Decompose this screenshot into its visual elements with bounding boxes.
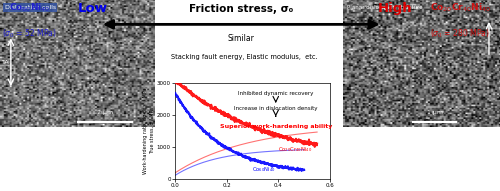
Text: Co$_{60}$Ni$_{40}$: Co$_{60}$Ni$_{40}$ — [252, 166, 276, 175]
Text: ($\sigma_0$ = 52 MPa): ($\sigma_0$ = 52 MPa) — [2, 28, 58, 40]
Text: Co$_{60}$Ni$_{40}$: Co$_{60}$Ni$_{40}$ — [10, 2, 50, 14]
Text: Planar dislocation structure: Planar dislocation structure — [347, 5, 423, 10]
Text: Co$_{20}$Cr$_{40}$Ni$_{40}$: Co$_{20}$Cr$_{40}$Ni$_{40}$ — [278, 145, 312, 154]
Text: 1 μm: 1 μm — [426, 110, 442, 115]
Text: TA: TA — [2, 60, 9, 65]
Text: Dislocation cells: Dislocation cells — [4, 5, 56, 10]
Text: Friction stress, σ₀: Friction stress, σ₀ — [189, 4, 294, 14]
Y-axis label: Work-hardening rate, dσ·dε⁻¹ / MPa
True stress, σ / MPa: Work-hardening rate, dσ·dε⁻¹ / MPa True … — [144, 88, 154, 174]
Text: ($\sigma_0$ = 280 MPa): ($\sigma_0$ = 280 MPa) — [430, 28, 490, 40]
Text: Similar: Similar — [228, 34, 254, 43]
Text: High: High — [378, 2, 412, 15]
Text: Inhibited dynamic recovery: Inhibited dynamic recovery — [238, 91, 314, 96]
Text: 2 μm: 2 μm — [96, 110, 112, 115]
Text: Increase in dislocation density: Increase in dislocation density — [234, 106, 318, 111]
Text: Stacking fault energy, Elastic modulus,  etc.: Stacking fault energy, Elastic modulus, … — [170, 54, 318, 60]
Text: Low: Low — [78, 2, 108, 15]
Text: Co$_{20}$Cr$_{40}$Ni$_{40}$: Co$_{20}$Cr$_{40}$Ni$_{40}$ — [430, 2, 490, 14]
Text: Superior work-hardening ability: Superior work-hardening ability — [220, 124, 332, 129]
